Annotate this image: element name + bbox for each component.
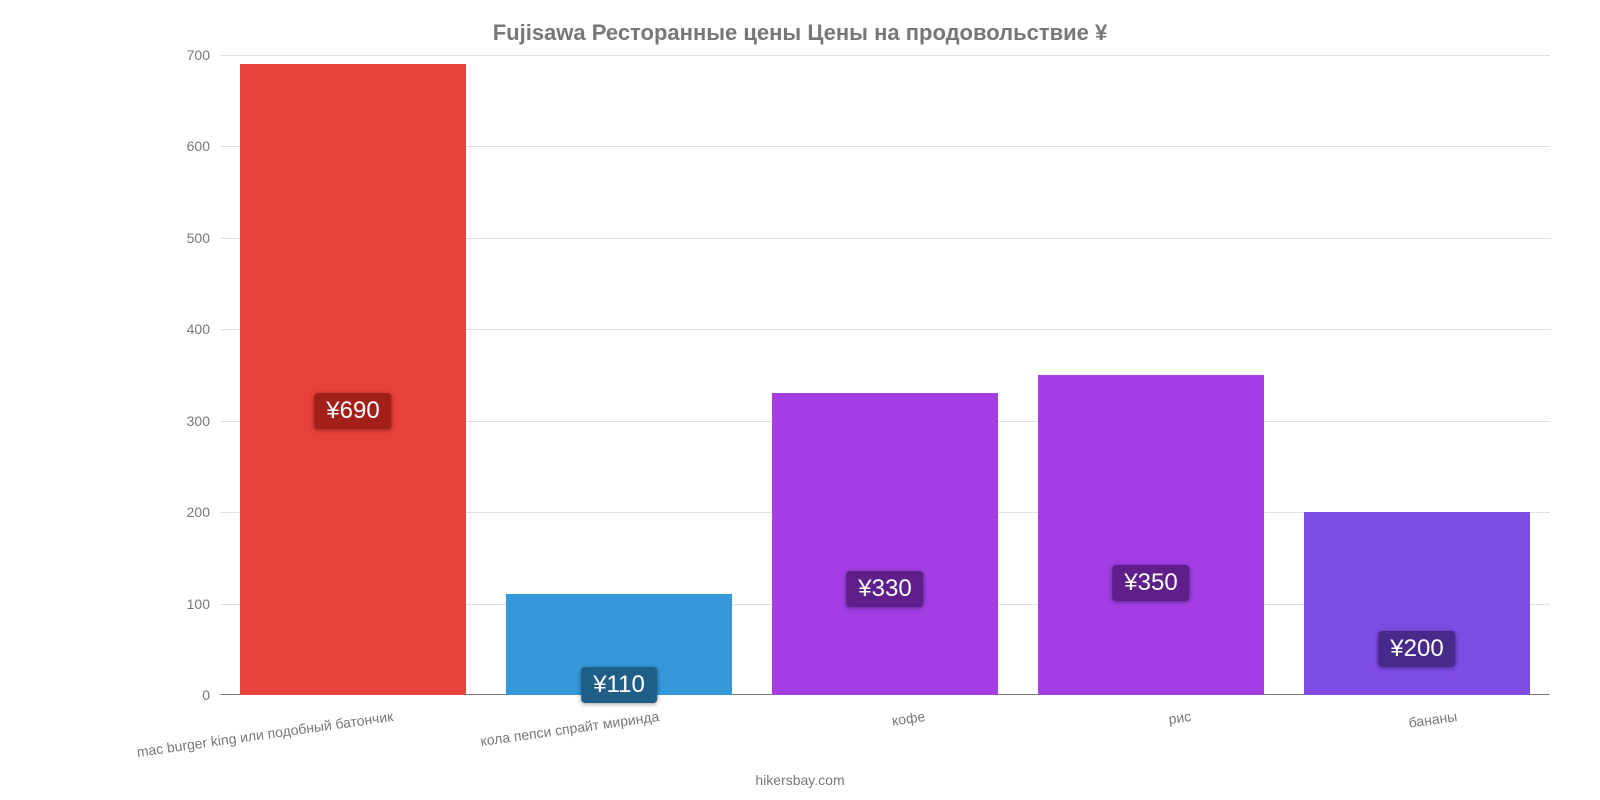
- y-tick-label: 100: [170, 596, 210, 612]
- x-axis-labels: mac burger king или подобный батончиккол…: [220, 700, 1550, 760]
- y-tick-label: 300: [170, 413, 210, 429]
- x-tick-label: mac burger king или подобный батончик: [136, 708, 394, 760]
- y-tick-label: 500: [170, 230, 210, 246]
- y-tick-label: 400: [170, 321, 210, 337]
- chart-plot-area: 0100200300400500600700¥690¥110¥330¥350¥2…: [220, 55, 1550, 695]
- bar: [772, 393, 998, 695]
- bar-value-badge: ¥330: [846, 571, 923, 607]
- x-tick-label: рис: [1167, 708, 1192, 727]
- x-tick-label: кофе: [891, 708, 926, 728]
- gridline: [220, 55, 1550, 56]
- y-tick-label: 700: [170, 47, 210, 63]
- bar-value-badge: ¥350: [1112, 565, 1189, 601]
- bar: [1038, 375, 1264, 695]
- attribution-text: hikersbay.com: [755, 772, 844, 788]
- x-tick-label: бананы: [1408, 708, 1459, 731]
- y-tick-label: 0: [170, 687, 210, 703]
- y-tick-label: 600: [170, 138, 210, 154]
- bar: [240, 64, 466, 695]
- x-tick-label: кола пепси спрайт миринда: [479, 708, 660, 749]
- bar-value-badge: ¥200: [1378, 631, 1455, 667]
- y-tick-label: 200: [170, 504, 210, 520]
- chart-title: Fujisawa Ресторанные цены Цены на продов…: [0, 0, 1600, 46]
- bar-value-badge: ¥690: [314, 393, 391, 429]
- bar-value-badge: ¥110: [581, 667, 657, 703]
- bar: [1304, 512, 1530, 695]
